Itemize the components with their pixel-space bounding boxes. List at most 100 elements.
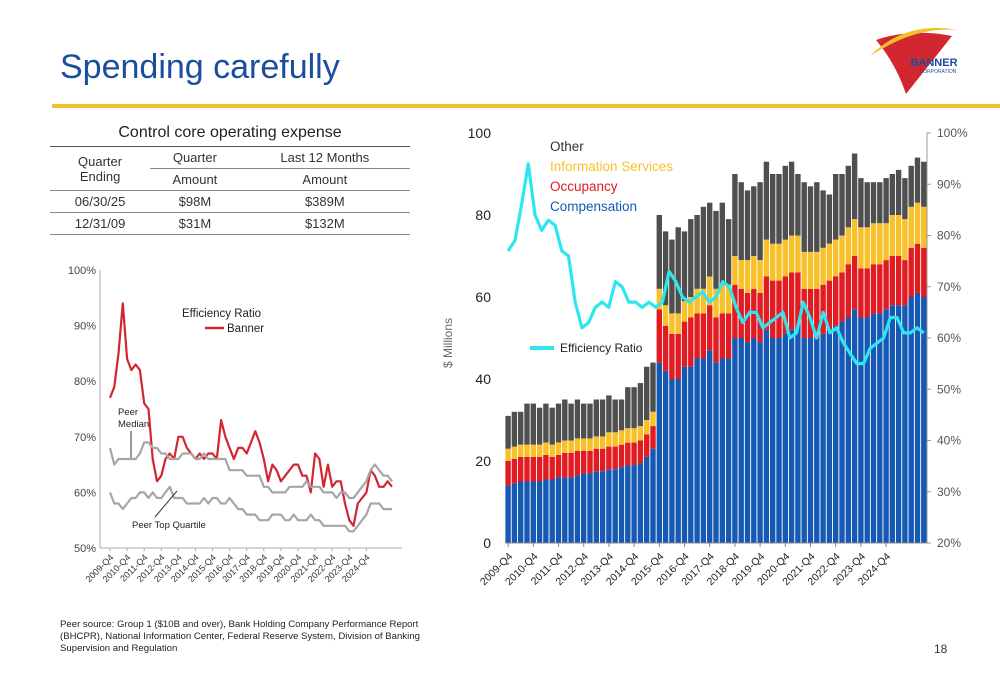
bar-segment-information-services — [662, 305, 669, 326]
legend-label-banner: Banner — [227, 323, 264, 335]
bar-segment-information-services — [536, 444, 543, 457]
bar-segment-other — [788, 161, 795, 236]
logo-yellow-swoosh — [870, 27, 958, 56]
legend-label-occupancy: Occupancy — [550, 179, 618, 194]
y2-tick-label: 30% — [937, 485, 961, 499]
bar-segment-information-services — [574, 438, 581, 451]
bar-segment-compensation — [763, 329, 770, 543]
bar-segment-occupancy — [908, 247, 914, 297]
bar-segment-other — [883, 178, 889, 224]
expense-bar-chart: 100 80 60 40 20 0 100% 90% 80% 70% 60% 50% 40% 30% 20%… — [441, 125, 968, 588]
bar-segment-information-services — [637, 426, 644, 441]
bar-segment-occupancy — [511, 458, 518, 484]
bar-segment-occupancy — [700, 313, 707, 359]
bar-segment-other — [681, 231, 688, 302]
page-number: 18 — [934, 642, 948, 656]
bar-segment-other — [574, 399, 581, 439]
bar-segment-occupancy — [902, 260, 908, 306]
bar-segment-occupancy — [593, 448, 599, 472]
bar-segment-occupancy — [681, 321, 688, 367]
bar-segment-occupancy — [599, 448, 606, 472]
bar-segment-other — [662, 231, 669, 306]
header-amount1: Amount — [150, 168, 240, 191]
table-caption: Control core operating expense — [50, 124, 410, 147]
bar-segment-occupancy — [625, 442, 631, 466]
bar-segment-other — [902, 178, 908, 220]
row-quarter: $98M — [150, 190, 240, 213]
y2-tick-label: 60% — [937, 331, 961, 345]
bar-segment-information-services — [644, 420, 650, 435]
bar-segment-occupancy — [889, 256, 895, 306]
bar-segment-compensation — [530, 481, 536, 543]
bar-segment-information-services — [839, 235, 845, 273]
y-tick-label: 0 — [483, 535, 491, 551]
bar-segment-information-services — [725, 284, 732, 314]
bar-segment-compensation — [511, 483, 518, 543]
bar-segment-other — [895, 169, 902, 215]
bar-segment-information-services — [707, 276, 713, 306]
bar-segment-information-services — [694, 288, 700, 314]
bar-segment-occupancy — [845, 264, 851, 318]
bar-segment-other — [524, 403, 530, 445]
series-line-banner — [108, 302, 393, 527]
bar-segment-other — [511, 411, 518, 447]
bar-segment-information-services — [845, 227, 851, 265]
annotation-peer-median-1: Peer — [118, 407, 138, 418]
bar-segment-other — [568, 403, 574, 441]
bar-segment-compensation — [618, 467, 625, 543]
bar-segment-occupancy — [719, 313, 725, 359]
bar-segment-compensation — [914, 292, 921, 543]
legend-title: Efficiency Ratio — [182, 308, 261, 320]
bar-segment-occupancy — [631, 442, 637, 466]
bar-segment-information-services — [669, 313, 675, 334]
bar-segment-other — [505, 415, 511, 449]
bar-segment-occupancy — [763, 276, 770, 330]
bar-segment-other — [763, 161, 770, 240]
bar-segment-occupancy — [606, 446, 612, 470]
bar-segment-other — [555, 403, 562, 443]
bar-segment-other — [644, 366, 650, 420]
bar-segment-other — [599, 399, 606, 437]
bar-segment-compensation — [675, 379, 681, 543]
bar-segment-occupancy — [883, 260, 889, 310]
bar-segment-other — [518, 411, 524, 445]
bar-segment-occupancy — [788, 272, 795, 330]
bar-segment-compensation — [751, 338, 757, 543]
legend-label-information-services: Information Services — [550, 159, 673, 174]
annotation-peer-median-2: Median — [118, 419, 149, 430]
bar-segment-other — [814, 182, 820, 252]
table-row: 06/30/25 $98M $389M — [50, 190, 410, 213]
bar-segment-other — [612, 399, 618, 433]
bar-segment-information-services — [757, 260, 763, 293]
bar-segment-occupancy — [864, 268, 870, 318]
bar-segment-information-services — [870, 223, 877, 265]
bar-segment-occupancy — [612, 446, 618, 470]
bar-segment-other — [833, 174, 839, 240]
y-tick-label: 80 — [475, 207, 491, 223]
bar-segment-information-services — [719, 284, 725, 314]
y-tick-label: 100% — [68, 265, 96, 277]
bar-segment-information-services — [505, 448, 511, 461]
bar-segment-compensation — [631, 465, 637, 543]
y2-tick-label: 50% — [937, 382, 961, 396]
bar-segment-information-services — [581, 438, 587, 451]
y2-tick-label: 80% — [937, 229, 961, 243]
bar-segment-occupancy — [820, 284, 826, 334]
bar-segment-other — [587, 403, 593, 439]
y-tick-label: 50% — [74, 543, 96, 555]
y-tick-label: 40 — [475, 371, 491, 387]
row-date: 06/30/25 — [50, 190, 151, 213]
bar-segment-other — [700, 206, 707, 289]
bar-segment-information-services — [713, 288, 719, 318]
bar-segment-compensation — [669, 379, 675, 543]
bar-segment-compensation — [757, 342, 763, 543]
legend-label-compensation: Compensation — [550, 199, 637, 214]
bar-segment-occupancy — [839, 272, 845, 322]
header-quarter-label: Quarter — [78, 153, 123, 169]
y2-tick-label: 100% — [937, 126, 968, 140]
bar-segment-information-services — [606, 432, 612, 447]
logo-name: BANNER — [910, 57, 957, 69]
bar-segment-other — [618, 399, 625, 431]
bar-segment-information-services — [562, 440, 568, 453]
bar-segment-occupancy — [858, 268, 864, 318]
